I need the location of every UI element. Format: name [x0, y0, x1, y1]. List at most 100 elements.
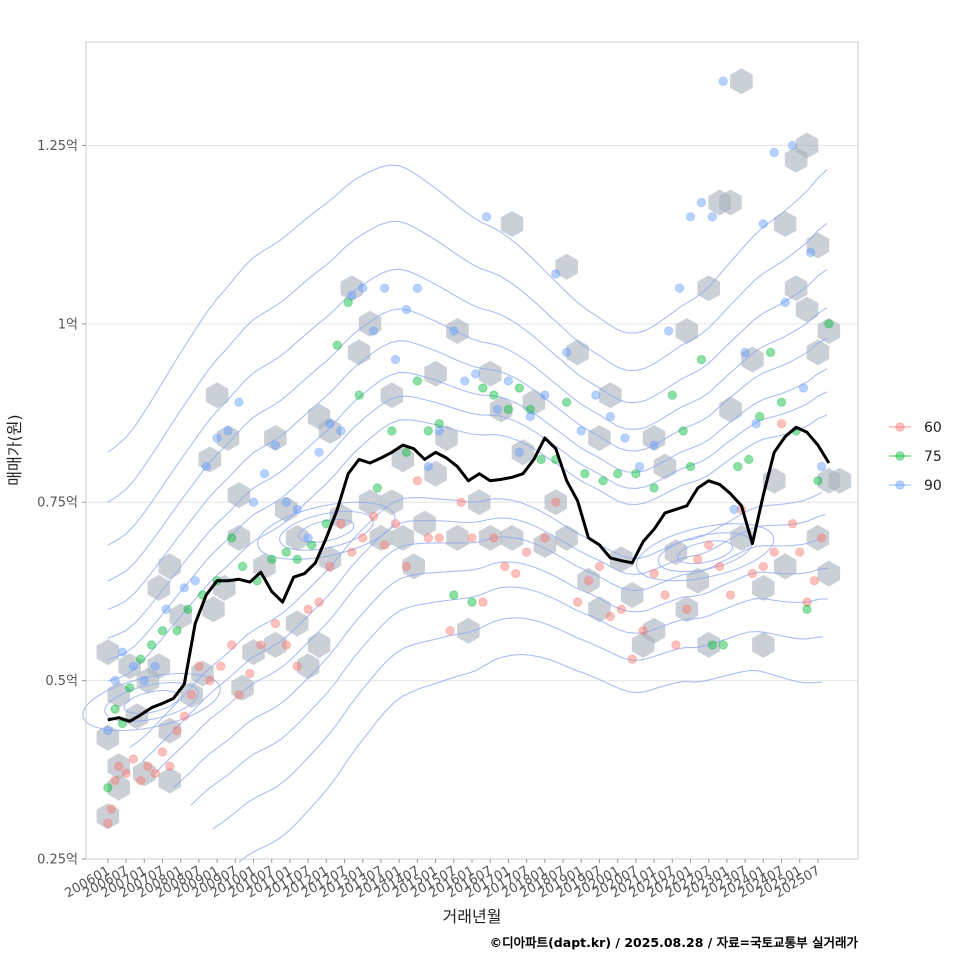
y-axis-title: 매매가(원) [5, 414, 24, 485]
legend-label: 90 [924, 478, 942, 494]
point-60 [423, 533, 434, 543]
point-75 [467, 597, 477, 607]
point-60 [693, 554, 703, 565]
point-75 [631, 468, 641, 479]
point-60 [638, 625, 648, 636]
point-90 [336, 426, 346, 436]
point-90 [161, 604, 171, 614]
hexbin-cell [457, 617, 480, 644]
point-75 [667, 390, 677, 400]
point-90 [649, 440, 659, 450]
x-axis-title: 거래년월 [443, 907, 502, 926]
point-60 [747, 568, 758, 579]
point-60 [401, 561, 412, 572]
point-90 [150, 661, 160, 672]
density-contour-ring [635, 523, 775, 582]
point-60 [143, 761, 153, 771]
point-75 [649, 483, 659, 493]
point-60 [627, 654, 637, 664]
point-60 [795, 547, 805, 557]
point-90 [540, 390, 550, 400]
point-75 [226, 533, 237, 543]
hexbin-cell [202, 596, 225, 623]
points-layer [103, 76, 834, 829]
point-90 [223, 426, 233, 436]
point-60 [521, 547, 532, 557]
y-tick-label: 1억 [58, 317, 78, 332]
point-90 [816, 461, 827, 472]
point-90 [281, 497, 291, 507]
point-90 [179, 583, 190, 593]
point-90 [117, 647, 128, 657]
point-60 [135, 775, 146, 786]
y-axis: 0.25억 0.5억 0.75억 1억 1.25억 [37, 139, 86, 868]
point-90 [481, 212, 492, 222]
point-60 [816, 533, 827, 543]
legend-label: 60 [924, 420, 942, 436]
point-90 [576, 426, 586, 436]
density-contour-ring [104, 682, 199, 722]
point-60 [245, 668, 255, 679]
point-60 [205, 675, 215, 686]
point-60 [616, 604, 627, 614]
density-contour-ring [298, 518, 355, 543]
point-75 [103, 782, 113, 793]
point-75 [696, 354, 707, 365]
point-60 [336, 518, 346, 529]
density-contour [190, 586, 829, 806]
legend-label: 75 [924, 449, 942, 465]
point-75 [423, 426, 434, 436]
point-60 [682, 604, 692, 614]
point-90 [663, 326, 674, 336]
point-90 [634, 461, 645, 472]
hexbin-cell [446, 524, 469, 551]
point-60 [478, 597, 488, 607]
point-75 [824, 319, 834, 329]
hexbin-cell [719, 189, 742, 216]
hexbin-cell [719, 396, 742, 423]
density-contour [142, 513, 826, 762]
hexbin-cell [741, 346, 764, 373]
point-75 [135, 654, 146, 664]
density-contour-ring [279, 510, 374, 551]
point-75 [612, 468, 623, 479]
point-60 [121, 768, 131, 779]
point-75 [292, 554, 302, 565]
point-60 [165, 761, 175, 771]
point-60 [368, 511, 379, 522]
point-75 [754, 411, 765, 422]
hexbin-cell [216, 425, 240, 451]
point-90 [314, 447, 324, 457]
point-90 [492, 404, 503, 415]
y-tick-label: 0.25억 [37, 853, 78, 868]
point-60 [445, 625, 455, 636]
point-90 [139, 675, 149, 686]
point-60 [325, 561, 335, 572]
point-60 [671, 640, 681, 650]
hexbin-cell [242, 639, 265, 666]
point-90 [412, 283, 423, 293]
point-75 [434, 419, 444, 429]
point-90 [401, 304, 412, 315]
point-90 [758, 219, 769, 229]
density-contour [107, 414, 828, 682]
point-75 [514, 383, 525, 393]
hexbin-cell [264, 425, 287, 451]
hexbin-cell [424, 460, 447, 487]
hexbin-cell [784, 275, 808, 302]
hexbin-cell [642, 617, 666, 644]
point-90 [561, 347, 572, 358]
point-90 [201, 461, 211, 472]
point-60 [489, 533, 499, 543]
hexbin-cell [500, 211, 524, 237]
hexbin-cell [806, 232, 830, 259]
legend-key-dot [895, 422, 905, 432]
point-90 [525, 411, 535, 422]
hexbin-cell [96, 639, 120, 666]
hexbin-cell [828, 467, 852, 494]
point-90 [729, 504, 739, 515]
hexbin-cell [96, 803, 120, 830]
point-75 [802, 604, 812, 614]
point-75 [449, 590, 459, 600]
